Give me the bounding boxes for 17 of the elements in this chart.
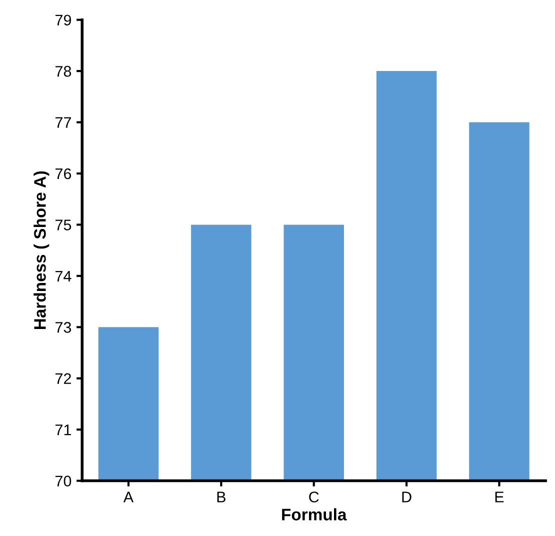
y-axis-title: Hardness ( Shore A) bbox=[34, 171, 50, 329]
y-tick-label: 77 bbox=[56, 117, 71, 128]
y-tick-label: 79 bbox=[56, 14, 71, 26]
y-tick-label: 71 bbox=[56, 424, 71, 436]
x-tick-label: E bbox=[495, 492, 504, 502]
x-tick-label: C bbox=[309, 492, 319, 502]
x-tick-label: B bbox=[217, 492, 226, 502]
y-tick-label: 70 bbox=[56, 476, 72, 486]
x-tick-label: D bbox=[402, 492, 412, 502]
y-tick-label: 73 bbox=[56, 322, 72, 333]
y-tick-label: 74 bbox=[56, 270, 72, 282]
y-tick-label: 78 bbox=[56, 66, 72, 77]
y-tick-label: 72 bbox=[56, 373, 71, 384]
y-tick-label: 76 bbox=[56, 168, 72, 180]
x-axis-title: Formula bbox=[282, 508, 347, 520]
y-tick-label: 75 bbox=[56, 220, 72, 230]
x-tick-label: A bbox=[123, 492, 134, 502]
